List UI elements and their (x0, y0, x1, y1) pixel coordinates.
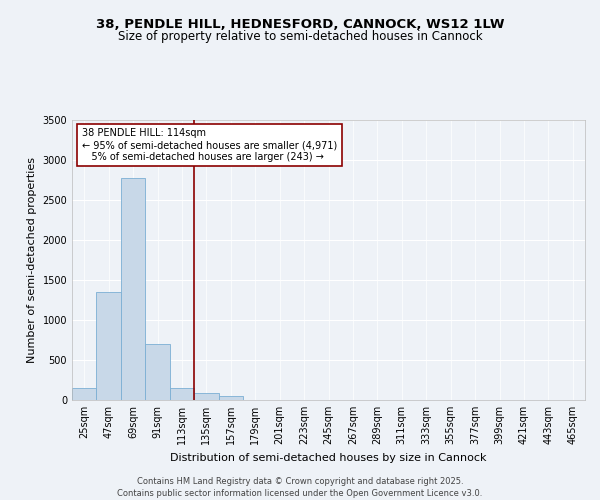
Text: Size of property relative to semi-detached houses in Cannock: Size of property relative to semi-detach… (118, 30, 482, 43)
Bar (194, 393, 218, 400)
Bar (121, 178, 145, 400)
Text: Contains HM Land Registry data © Crown copyright and database right 2025.
Contai: Contains HM Land Registry data © Crown c… (118, 476, 482, 498)
Bar (170, 388, 194, 400)
Text: 38, PENDLE HILL, HEDNESFORD, CANNOCK, WS12 1LW: 38, PENDLE HILL, HEDNESFORD, CANNOCK, WS… (96, 18, 504, 30)
Bar (72, 388, 97, 400)
X-axis label: Distribution of semi-detached houses by size in Cannock: Distribution of semi-detached houses by … (170, 452, 487, 462)
Y-axis label: Number of semi-detached properties: Number of semi-detached properties (27, 157, 37, 363)
Bar (145, 344, 170, 400)
Bar (218, 396, 243, 400)
Bar (97, 292, 121, 400)
Text: 38 PENDLE HILL: 114sqm
← 95% of semi-detached houses are smaller (4,971)
   5% o: 38 PENDLE HILL: 114sqm ← 95% of semi-det… (82, 128, 338, 162)
